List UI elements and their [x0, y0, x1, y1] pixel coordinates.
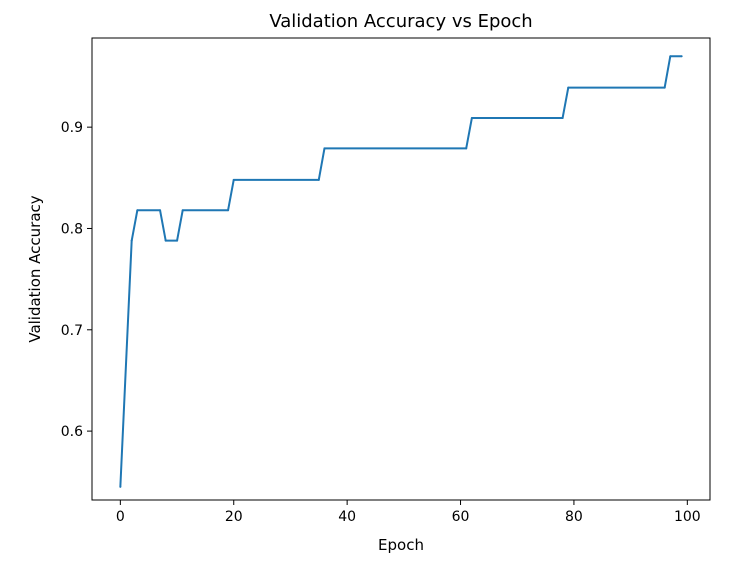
data-point	[663, 86, 666, 89]
chart-title: Validation Accuracy vs Epoch	[269, 11, 532, 32]
data-point	[567, 86, 570, 89]
data-point	[119, 485, 122, 488]
data-point	[136, 209, 139, 212]
data-point	[164, 239, 167, 242]
data-point	[470, 117, 473, 120]
y-tick-label: 0.8	[61, 221, 83, 237]
data-point	[465, 147, 468, 150]
y-axis-label: Validation Accuracy	[26, 195, 44, 342]
plot-area-frame	[91, 37, 711, 501]
data-point	[680, 55, 683, 58]
x-tick-label: 0	[116, 509, 125, 525]
y-tick-label: 0.6	[61, 424, 83, 440]
y-tick-label: 0.9	[61, 120, 83, 136]
data-point	[232, 178, 235, 181]
data-points	[119, 55, 683, 488]
data-point	[323, 147, 326, 150]
y-tick-label: 0.7	[61, 323, 83, 339]
x-tick-label: 80	[565, 509, 583, 525]
x-tick-label: 20	[225, 509, 243, 525]
data-point	[159, 209, 162, 212]
x-axis-label: Epoch	[378, 536, 424, 554]
x-tick-label: 60	[452, 509, 470, 525]
x-tick-label: 40	[338, 509, 356, 525]
accuracy-line	[119, 55, 682, 487]
data-point	[176, 239, 179, 242]
x-axis-ticks: 0 20 40 60 80 100	[116, 500, 701, 525]
x-tick-label: 100	[674, 509, 701, 525]
y-axis-ticks: 0.6 0.7 0.8 0.9	[61, 120, 92, 440]
data-point	[227, 209, 230, 212]
data-point	[130, 239, 133, 242]
data-point	[561, 117, 564, 120]
data-point	[669, 55, 672, 58]
data-point	[181, 209, 184, 212]
data-point	[317, 178, 320, 181]
